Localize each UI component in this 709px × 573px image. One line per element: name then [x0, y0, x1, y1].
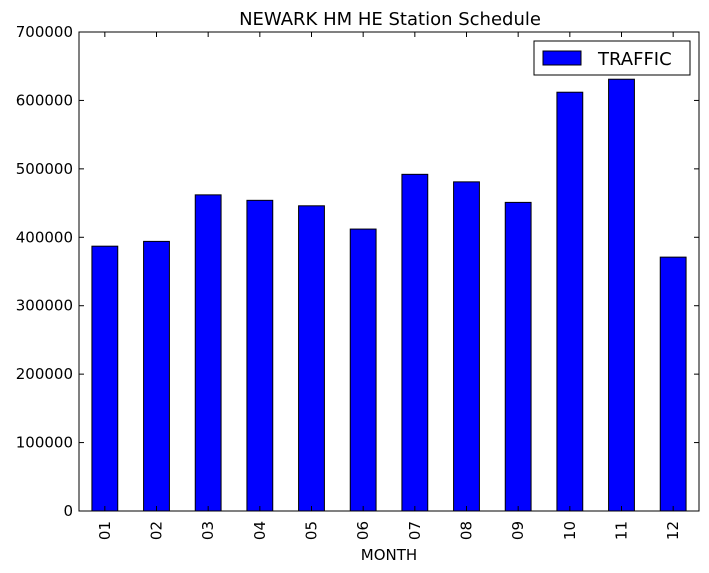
y-tick-label: 200000	[16, 365, 73, 383]
x-axis: 01 02 03 04 05 06 07 08 09 10 11 12	[96, 32, 682, 540]
legend-label: TRAFFIC	[597, 49, 672, 70]
y-axis: 0 100000 200000 300000 400000 500000 600000 700…	[16, 23, 699, 520]
y-tick-label: 700000	[16, 23, 73, 41]
x-axis-label: MONTH	[361, 546, 417, 564]
x-tick-label: 04	[251, 521, 269, 540]
bar-03	[194, 194, 222, 512]
bar-08	[453, 181, 480, 512]
bar-11	[608, 78, 635, 512]
legend: TRAFFIC	[533, 40, 691, 76]
bar-06	[349, 228, 377, 512]
plot-background	[79, 32, 699, 511]
bars-layer	[91, 78, 687, 512]
bar-01	[91, 245, 119, 512]
x-tick-label: 05	[303, 521, 321, 540]
bar-02	[143, 240, 170, 512]
x-tick-label: 10	[561, 521, 579, 540]
x-tick-label: 08	[458, 521, 476, 540]
plot-frame	[78, 31, 700, 512]
y-tick-label: 500000	[16, 160, 73, 178]
x-tick-label: 01	[96, 521, 114, 540]
bar-10	[556, 91, 584, 512]
chart-title: NEWARK HM HE Station Schedule	[239, 9, 541, 30]
y-tick-label: 400000	[16, 228, 73, 246]
y-tick-label: 300000	[16, 297, 73, 315]
x-tick-label: 09	[509, 521, 527, 540]
y-tick-label: 600000	[16, 91, 73, 109]
y-tick-label: 100000	[16, 434, 73, 452]
x-tick-label: 12	[664, 521, 682, 540]
x-tick-label: 03	[199, 521, 217, 540]
bar-12	[659, 256, 687, 512]
bar-09	[504, 201, 532, 512]
legend-swatch	[542, 50, 582, 66]
x-tick-label: 11	[613, 521, 631, 540]
y-tick-label: 0	[63, 502, 73, 520]
x-tick-label: 07	[406, 521, 424, 540]
x-tick-label: 06	[354, 521, 372, 540]
bar-07	[401, 173, 429, 512]
x-tick-label: 02	[148, 521, 166, 540]
bar-04	[246, 199, 274, 512]
bar-05	[298, 205, 325, 512]
